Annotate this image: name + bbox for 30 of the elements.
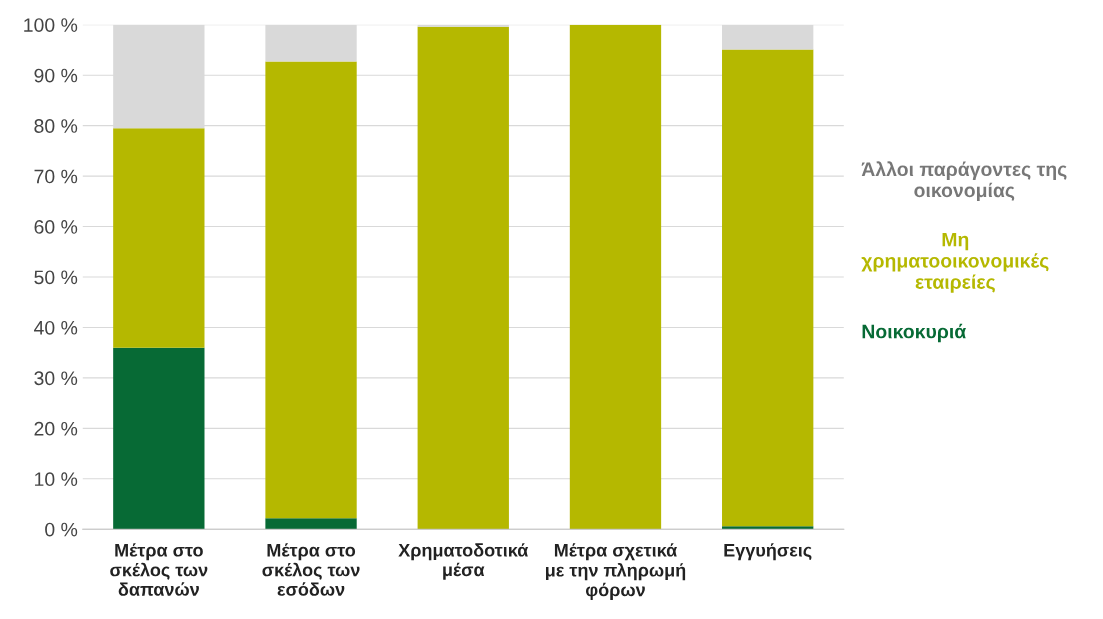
bar [417,24,509,27]
y-tick-label: 80 % [34,119,78,133]
bar [113,347,205,530]
y-tick-label: 30 % [34,371,78,386]
bar [722,526,814,530]
bar [265,24,357,62]
y-tick-label: 10 % [35,472,78,487]
y-tick-label: 20 % [34,421,78,436]
x-tick-label: Μέτρα στο σκέλος των δαπανών [110,543,208,596]
y-tick-label: 60 % [34,220,78,234]
bar [265,518,357,530]
x-tick-label: Μέτρα στο σκέλος των εσόδων [262,543,360,596]
text: Άλλοι παράγοντες της οικονομίας [861,161,1067,201]
x-tick-label: Εγγυήσεις [724,543,812,561]
text: Νοικοκυριά [862,323,967,343]
y-tick-label: 0 % [45,522,78,537]
y-tick-label: 50 % [34,270,78,285]
x-tick-label: Χρηματοδοτικά μέσα [398,543,529,580]
text: Μη χρηματοοικονομικές εταιρείες [861,232,1049,293]
y-tick-label: 100 % [24,18,78,32]
bar [569,24,662,530]
bar [417,26,509,530]
bar [265,61,357,519]
bar [722,24,814,50]
y-tick-label: 40 % [33,320,78,335]
bar [722,49,814,527]
bar [113,128,205,348]
y-tick-label: 90 % [34,68,78,83]
x-tick-label: Μέτρα σχετικά με την πληρωμή φόρων [546,543,686,600]
y-tick-label: 70 % [34,169,78,184]
